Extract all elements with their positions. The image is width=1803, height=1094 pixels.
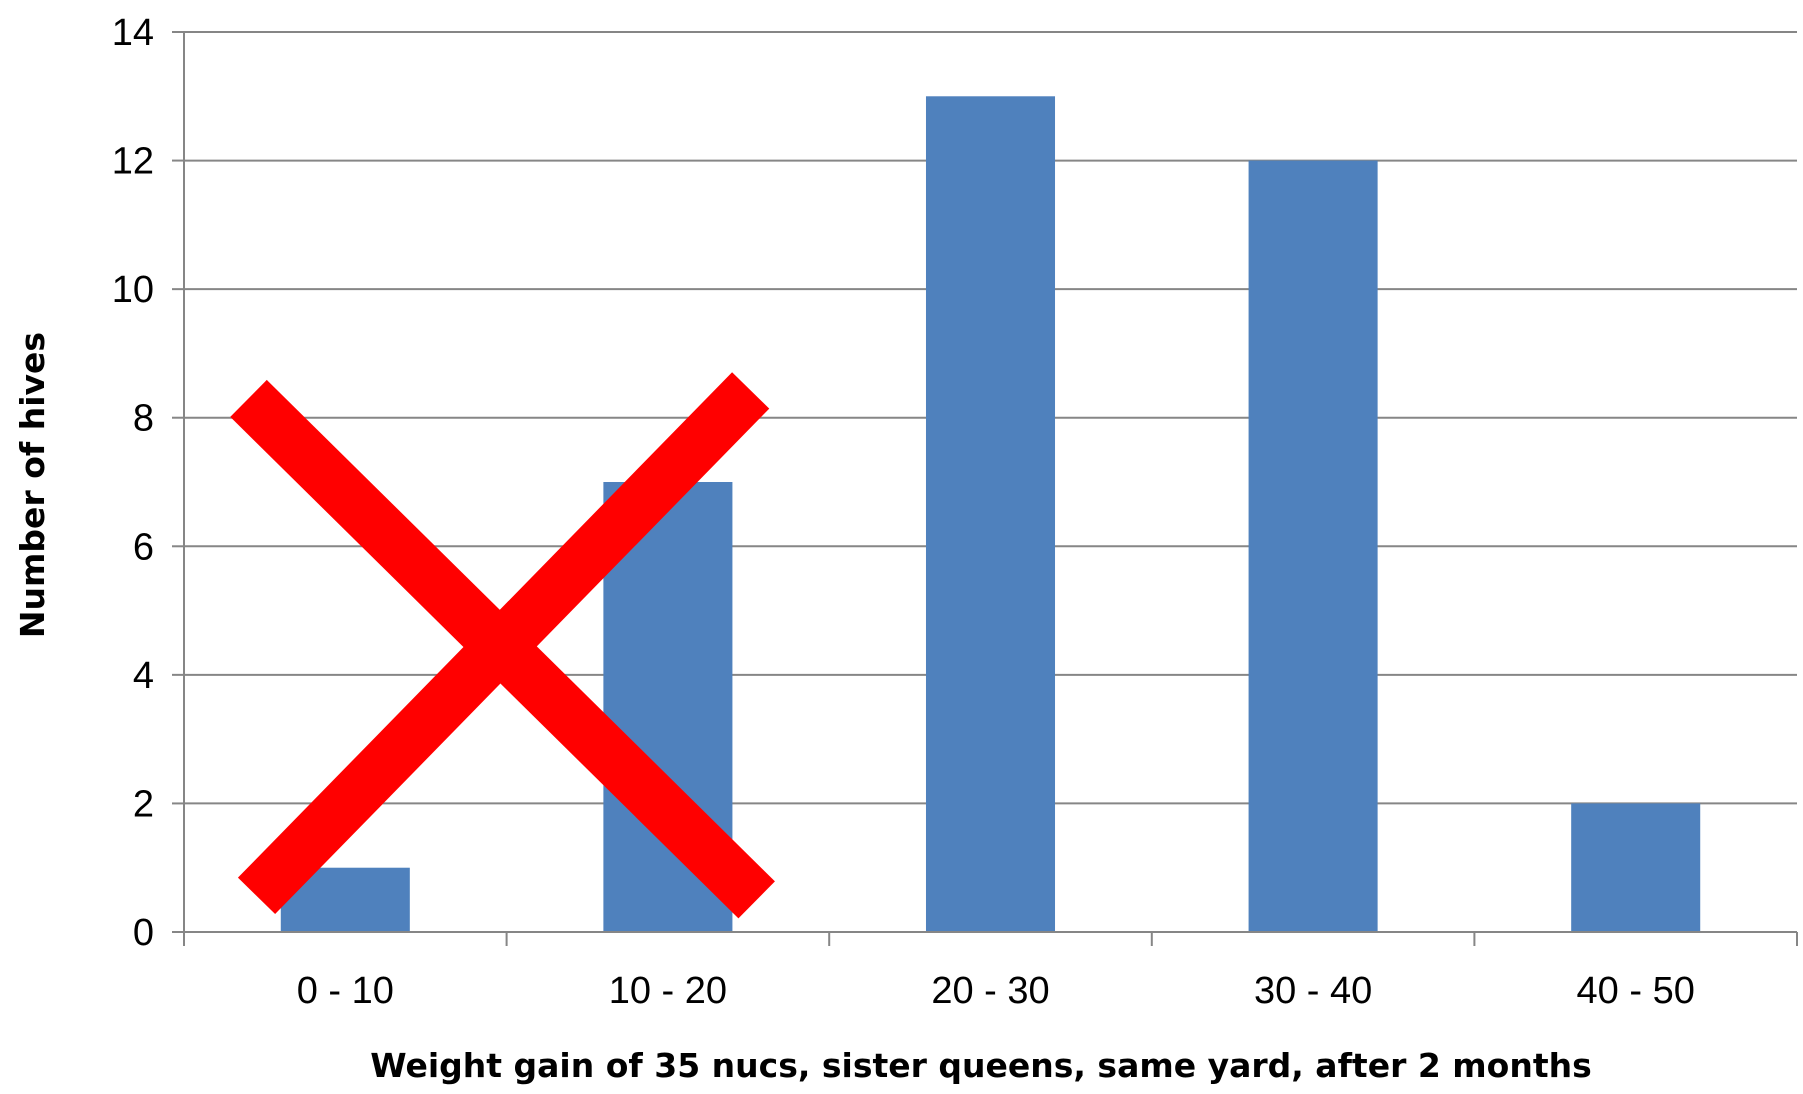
x-tick-label: 40 - 50 <box>1577 970 1695 1012</box>
y-tick-label: 4 <box>133 655 154 697</box>
y-axis-title: Number of hives <box>13 332 52 638</box>
y-tick-label: 14 <box>112 12 154 54</box>
y-tick-label: 10 <box>112 269 154 311</box>
y-tick-label: 0 <box>133 912 154 954</box>
bar-30-40 <box>1248 160 1378 933</box>
y-tick-label: 12 <box>112 141 154 183</box>
x-tick-label: 0 - 10 <box>297 970 394 1012</box>
red-x-stroke <box>237 372 770 915</box>
bars <box>280 96 1701 933</box>
y-tick-label: 8 <box>133 398 154 440</box>
y-tick-label: 2 <box>133 783 154 825</box>
x-tick-labels: 0 - 10 10 - 20 20 - 30 30 - 40 40 - 50 <box>297 970 1695 1012</box>
y-tick-labels: 0 2 4 6 8 10 12 14 <box>112 12 154 954</box>
y-tick-label: 6 <box>133 526 154 568</box>
axes <box>172 31 1798 946</box>
x-tick-label: 10 - 20 <box>609 970 727 1012</box>
x-tick-label: 20 - 30 <box>931 970 1049 1012</box>
x-axis-title: Weight gain of 35 nucs, sister queens, s… <box>370 1046 1592 1085</box>
x-tick-label: 30 - 40 <box>1254 970 1372 1012</box>
red-x-annotation <box>230 372 775 919</box>
bar-40-50 <box>1571 803 1701 932</box>
bar-20-30 <box>925 96 1056 933</box>
